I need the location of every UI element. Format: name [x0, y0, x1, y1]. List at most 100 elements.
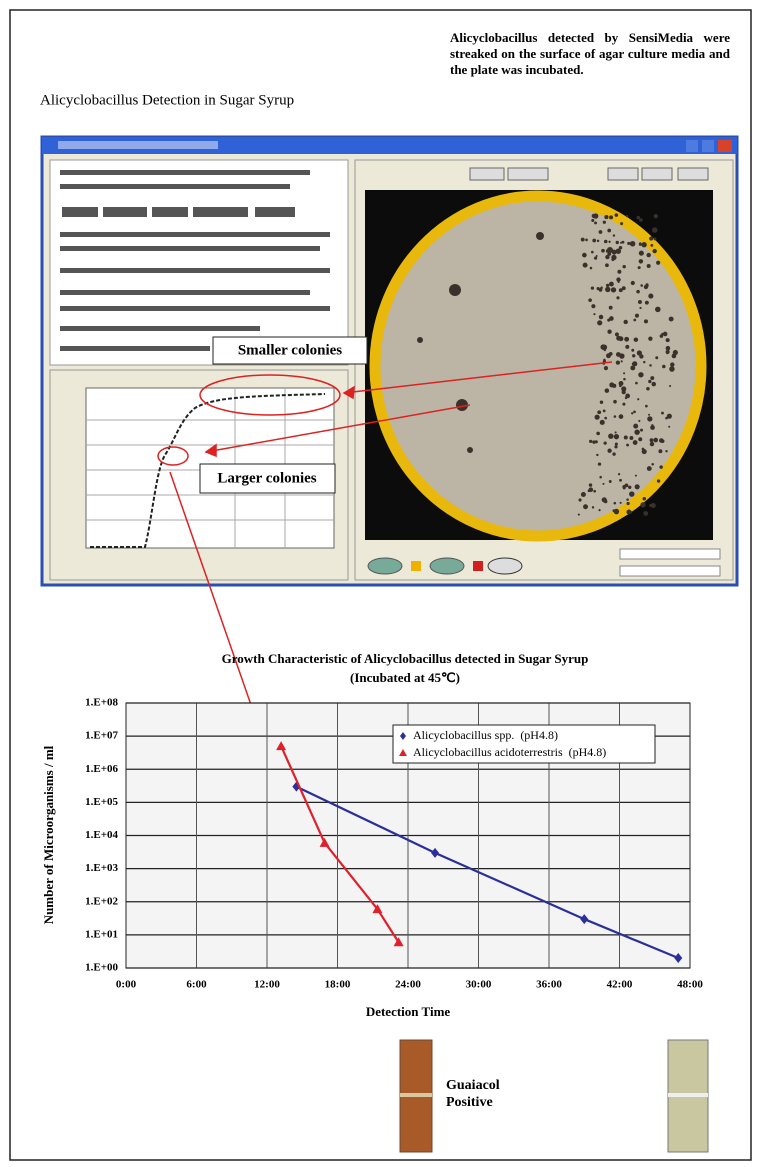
colony: [603, 409, 606, 412]
colony: [639, 251, 644, 256]
colony: [638, 300, 642, 304]
screenshot: [42, 137, 737, 585]
colony: [605, 255, 609, 259]
colony: [665, 450, 667, 452]
y-tick-label: 1.E+08: [85, 697, 118, 709]
colony: [648, 380, 651, 383]
colony: [658, 449, 662, 453]
colony: [633, 319, 636, 322]
colony: [619, 385, 622, 388]
colony: [625, 397, 627, 399]
colony: [609, 382, 614, 387]
colony: [663, 332, 668, 337]
colony: [613, 502, 616, 505]
colony: [597, 410, 601, 414]
colony: [619, 479, 622, 482]
colony: [672, 354, 677, 359]
colony: [666, 338, 670, 342]
tube-band: [668, 1093, 708, 1097]
colony: [632, 354, 635, 357]
colony: [649, 237, 653, 241]
colony: [589, 483, 592, 486]
x-tick-label: 6:00: [186, 979, 207, 991]
colony: [595, 415, 600, 420]
colony: [650, 438, 654, 442]
colony: [594, 221, 597, 224]
colony: [612, 452, 615, 455]
colony: [640, 429, 643, 432]
colony: [625, 345, 629, 349]
colony: [599, 230, 603, 234]
colony: [592, 239, 596, 243]
colony: [596, 454, 598, 456]
colony: [536, 232, 544, 240]
colony: [599, 288, 603, 292]
tube-label: Guaiacol Positive: [446, 1077, 516, 1111]
colony: [622, 265, 625, 268]
colony: [635, 382, 638, 385]
colony: [594, 257, 597, 260]
colony: [595, 440, 598, 443]
colony: [623, 378, 626, 381]
colony: [655, 356, 658, 359]
colony: [615, 443, 618, 446]
colony: [620, 222, 623, 225]
colony: [649, 504, 652, 507]
x-axis-label: Detection Time: [366, 1004, 451, 1019]
colony: [621, 360, 623, 362]
colony: [609, 306, 613, 310]
callout-large: Larger colonies: [217, 470, 316, 486]
colony: [629, 436, 633, 440]
colony: [624, 435, 628, 439]
btn-close: [718, 140, 732, 152]
colony: [643, 511, 648, 516]
colony: [605, 287, 610, 292]
btn: [686, 140, 698, 152]
colony: [578, 498, 581, 501]
colony: [609, 480, 612, 483]
colony: [657, 479, 660, 482]
x-tick-label: 30:00: [466, 979, 492, 991]
colony: [631, 281, 635, 285]
legend-label: Alicyclobacillus acidoterrestris (pH4.8): [413, 745, 606, 759]
colony: [615, 213, 619, 217]
colony: [620, 242, 622, 244]
colony: [635, 475, 637, 477]
colony: [604, 215, 608, 219]
colony: [619, 414, 624, 419]
colony: [604, 417, 607, 420]
colony: [598, 509, 600, 511]
colony: [639, 354, 643, 358]
colony: [611, 287, 616, 292]
title-text: [58, 141, 218, 149]
colony: [619, 288, 623, 292]
colony: [637, 398, 639, 400]
colony: [614, 415, 617, 418]
colony: [581, 492, 586, 497]
y-axis-label: Number of Microorganisms / ml: [41, 745, 56, 924]
colony: [630, 241, 636, 247]
colony: [625, 483, 629, 487]
colony: [596, 432, 600, 436]
colony: [639, 243, 642, 246]
colony: [668, 426, 670, 428]
x-tick-label: 48:00: [677, 979, 703, 991]
colony: [635, 484, 640, 489]
colony: [588, 298, 592, 302]
colony: [607, 229, 611, 233]
colony: [585, 239, 588, 242]
x-tick-label: 24:00: [395, 979, 421, 991]
colony: [449, 284, 461, 296]
colony: [602, 483, 604, 485]
colony: [630, 366, 635, 371]
colony: [591, 286, 594, 289]
colony: [647, 466, 652, 471]
colony: [615, 431, 617, 433]
colony: [467, 447, 473, 453]
colony: [661, 412, 664, 415]
colony: [593, 213, 598, 218]
x-tick-label: 42:00: [607, 979, 633, 991]
colony: [655, 307, 661, 313]
colony: [659, 438, 664, 443]
colony: [643, 497, 646, 500]
